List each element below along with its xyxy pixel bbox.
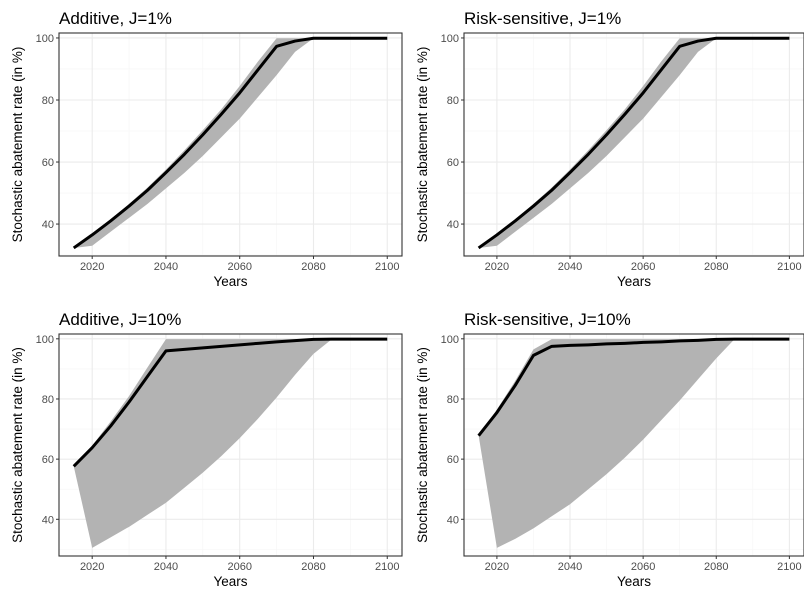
uncertainty-band xyxy=(73,38,388,248)
mean-abatement-line xyxy=(72,36,388,250)
y-tick-label: 40 xyxy=(42,514,54,526)
y-tick-label: 100 xyxy=(441,334,459,346)
x-tick-label: 2060 xyxy=(227,561,251,573)
x-tick-label: 2100 xyxy=(777,561,801,573)
panel-title: Risk-sensitive, J=1% xyxy=(464,9,621,28)
x-axis-title: Years xyxy=(617,274,651,289)
y-axis-title: Stochastic abatement rate (in %) xyxy=(10,347,25,543)
y-tick-label: 100 xyxy=(441,33,459,45)
y-axis-title: Stochastic abatement rate (in %) xyxy=(415,47,430,243)
y-tick-label: 60 xyxy=(447,157,459,169)
y-tick-label: 100 xyxy=(36,33,54,45)
panel-title: Additive, J=1% xyxy=(59,9,172,28)
y-tick-label: 80 xyxy=(42,394,54,406)
y-tick-label: 60 xyxy=(42,454,54,466)
uncertainty-band xyxy=(73,339,388,548)
panel-border xyxy=(58,32,403,257)
panel-additive-j10: Additive, J=10% 2020 2040 2060 2080 2100 40 60… xyxy=(10,310,403,589)
x-tick-label: 2020 xyxy=(485,561,509,573)
x-tick-label: 2020 xyxy=(80,561,104,573)
uncertainty-band xyxy=(478,339,790,548)
x-axis-title: Years xyxy=(213,574,247,589)
x-tick-label: 2080 xyxy=(301,561,325,573)
panel-border xyxy=(463,333,804,557)
y-tick-label: 80 xyxy=(447,394,459,406)
y-tick-label: 100 xyxy=(36,334,54,346)
x-tick-label: 2080 xyxy=(704,561,728,573)
x-tick-label: 2040 xyxy=(154,561,178,573)
x-tick-label: 2040 xyxy=(558,561,582,573)
panel-title: Risk-sensitive, J=10% xyxy=(464,310,631,329)
x-tick-label: 2100 xyxy=(777,261,801,273)
x-tick-label: 2020 xyxy=(485,261,509,273)
x-tick-label: 2100 xyxy=(375,261,399,273)
x-tick-label: 2060 xyxy=(227,261,251,273)
y-axis-title: Stochastic abatement rate (in %) xyxy=(10,47,25,243)
panel-title: Additive, J=10% xyxy=(59,310,181,329)
uncertainty-band xyxy=(478,38,790,248)
x-tick-label: 2080 xyxy=(301,261,325,273)
y-tick-label: 80 xyxy=(447,95,459,107)
mean-abatement-line xyxy=(477,36,790,250)
x-tick-label: 2040 xyxy=(558,261,582,273)
x-tick-label: 2060 xyxy=(631,261,655,273)
panel-additive-j1: Additive, J=1% 2020 2040 2060 2080 2100 40 60 8… xyxy=(10,9,403,289)
y-tick-label: 40 xyxy=(447,514,459,526)
x-axis-title: Years xyxy=(213,274,247,289)
panel-risk-sensitive-j10: Risk-sensitive, J=10% 2020 2040 2060 2080 21… xyxy=(415,310,804,589)
panel-border xyxy=(58,333,403,557)
y-tick-label: 40 xyxy=(447,219,459,231)
mean-abatement-line xyxy=(72,337,388,468)
x-tick-label: 2060 xyxy=(631,561,655,573)
y-tick-label: 40 xyxy=(42,219,54,231)
x-tick-label: 2040 xyxy=(154,261,178,273)
y-tick-label: 80 xyxy=(42,95,54,107)
panel-risk-sensitive-j1: Risk-sensitive, J=1% 2020 2040 2060 2080 210… xyxy=(415,9,804,289)
y-axis-title: Stochastic abatement rate (in %) xyxy=(415,347,430,543)
mean-abatement-line xyxy=(477,337,790,437)
y-tick-label: 60 xyxy=(42,157,54,169)
x-axis-title: Years xyxy=(617,574,651,589)
panel-border xyxy=(463,32,804,257)
x-tick-label: 2100 xyxy=(375,561,399,573)
y-tick-label: 60 xyxy=(447,454,459,466)
x-tick-label: 2020 xyxy=(80,261,104,273)
x-tick-label: 2080 xyxy=(704,261,728,273)
